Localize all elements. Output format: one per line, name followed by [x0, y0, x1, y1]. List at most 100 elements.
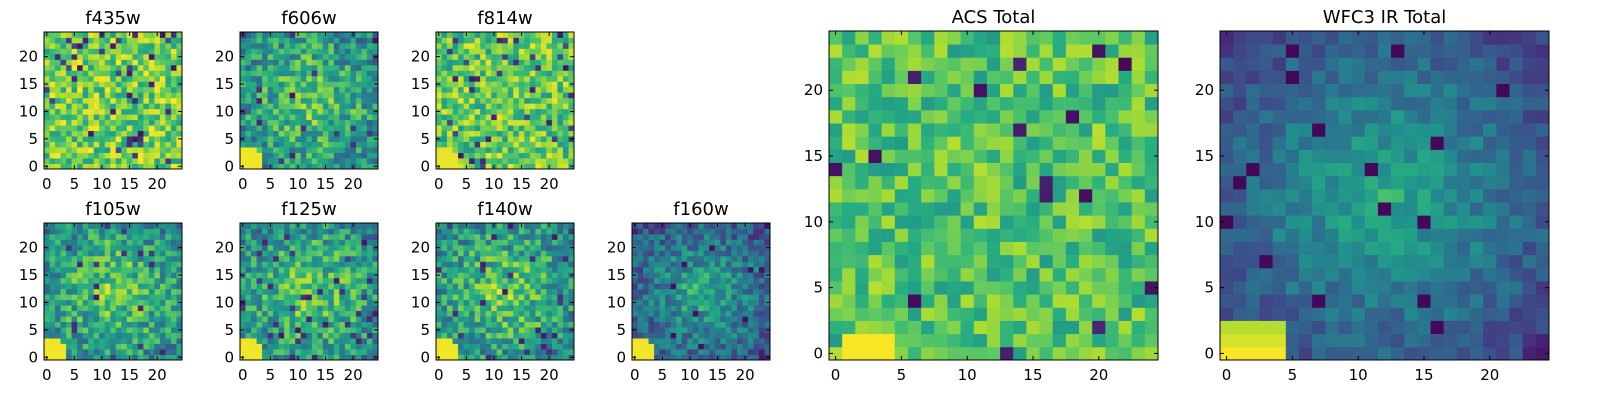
heatmap-cell: [262, 53, 268, 60]
y-tick-label: 0: [616, 348, 626, 366]
heatmap-cell: [372, 97, 379, 104]
heatmap-cell: [725, 343, 732, 350]
heatmap-cell: [491, 349, 498, 355]
heatmap-cell: [643, 332, 649, 339]
heatmap-cell: [99, 305, 106, 312]
heatmap-cell: [485, 233, 492, 240]
heatmap-cell: [557, 64, 564, 71]
heatmap-cell: [284, 299, 291, 306]
heatmap-cell: [99, 108, 106, 115]
heatmap-cell: [66, 108, 72, 115]
heatmap-cell: [529, 97, 536, 104]
heatmap-cell: [99, 266, 106, 273]
heatmap-cell: [170, 114, 177, 121]
heatmap-cell: [289, 32, 296, 38]
heatmap-cell: [295, 261, 302, 268]
heatmap-cell: [366, 125, 373, 132]
heatmap-cell: [311, 239, 318, 246]
heatmap-cell: [317, 125, 324, 132]
heatmap-cell: [154, 75, 161, 82]
heatmap-cell: [855, 346, 869, 361]
heatmap-cell: [267, 327, 274, 333]
heatmap-cell: [507, 223, 514, 229]
heatmap-cell: [485, 152, 492, 159]
heatmap-cell: [681, 228, 688, 235]
heatmap-cell: [333, 223, 340, 229]
heatmap-cell: [562, 130, 569, 137]
heatmap-cell: [725, 294, 732, 301]
heatmap-cell: [1065, 215, 1080, 229]
heatmap-cell: [513, 48, 520, 55]
heatmap-cell: [350, 316, 357, 323]
heatmap-cell: [753, 316, 760, 323]
heatmap-cell: [148, 343, 155, 350]
heatmap-cell: [441, 103, 448, 110]
heatmap-cell: [720, 233, 727, 240]
heatmap-cell: [485, 125, 492, 132]
heatmap-cell: [121, 321, 128, 328]
y-tick-label: 10: [411, 102, 430, 120]
heatmap-cell: [361, 152, 368, 159]
heatmap-cell: [115, 59, 122, 66]
heatmap-cell: [137, 294, 144, 301]
heatmap-cell: [170, 310, 177, 317]
heatmap-cell: [115, 152, 122, 159]
heatmap-cell: [960, 307, 975, 321]
heatmap-cell: [568, 64, 575, 71]
heatmap-cell: [121, 244, 128, 251]
heatmap-cell: [1052, 333, 1067, 348]
heatmap-cell: [82, 338, 89, 344]
heatmap-cell: [557, 316, 564, 323]
heatmap-cell: [665, 321, 672, 328]
heatmap-cell: [143, 141, 150, 148]
heatmap-cell: [88, 37, 95, 44]
heatmap-cell: [648, 277, 655, 284]
heatmap-cell: [267, 233, 274, 240]
heatmap-cell: [372, 321, 379, 328]
heatmap-cell: [311, 288, 318, 295]
heatmap-cell: [306, 294, 313, 301]
heatmap-cell: [507, 119, 514, 126]
heatmap-cell: [317, 152, 324, 159]
heatmap-cell: [452, 283, 459, 290]
heatmap-cell: [104, 310, 111, 317]
heatmap-cell: [121, 305, 128, 312]
heatmap-cell: [278, 266, 285, 273]
heatmap-cell: [159, 233, 166, 240]
heatmap-cell: [947, 267, 961, 282]
heatmap-cell: [126, 108, 133, 115]
heatmap-cell: [868, 162, 883, 177]
heatmap-cell: [720, 277, 727, 284]
heatmap-cell: [1144, 175, 1159, 190]
heatmap-cell: [71, 233, 78, 240]
heatmap-cell: [496, 349, 503, 355]
heatmap-cell: [77, 277, 84, 284]
heatmap-cell: [344, 125, 351, 132]
heatmap-cell: [110, 59, 117, 66]
heatmap-cell: [256, 70, 263, 77]
heatmap-cell: [881, 333, 896, 348]
heatmap-cell: [355, 310, 362, 317]
heatmap-cell: [126, 250, 133, 257]
heatmap-cell: [137, 158, 144, 164]
heatmap-cell: [121, 349, 128, 355]
heatmap-cell: [159, 64, 166, 71]
heatmap-cell: [502, 64, 509, 71]
heatmap-cell: [115, 250, 122, 257]
heatmap-cell: [648, 272, 655, 279]
heatmap-cell: [66, 81, 72, 88]
heatmap-cell: [99, 114, 106, 121]
heatmap-cell: [66, 261, 72, 268]
heatmap-cell: [251, 266, 257, 273]
heatmap-cell: [289, 316, 296, 323]
heatmap-cell: [60, 223, 67, 229]
heatmap-cell: [535, 130, 542, 137]
heatmap-cell: [659, 305, 666, 312]
heatmap-cell: [507, 75, 514, 82]
heatmap-cell: [366, 305, 373, 312]
heatmap-cell: [137, 136, 144, 142]
heatmap-cell: [132, 305, 139, 312]
heatmap-cell: [49, 272, 56, 279]
